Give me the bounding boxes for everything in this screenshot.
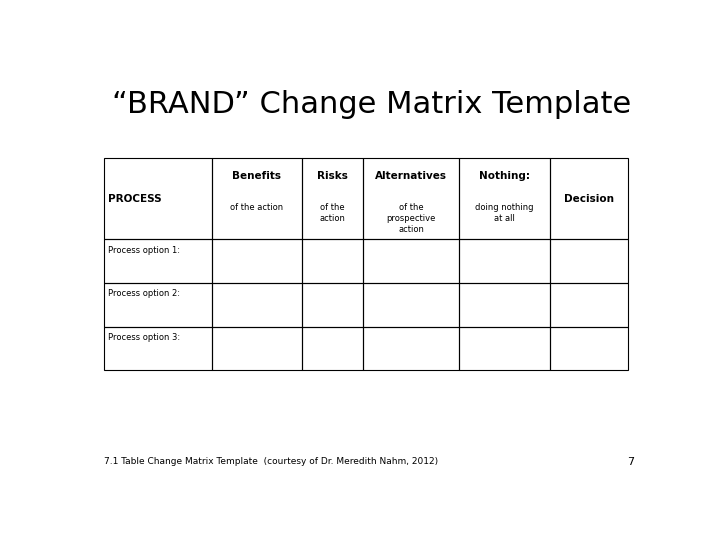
Text: of the action: of the action [230,203,284,212]
Bar [550,327,629,370]
Text: Process option 1:: Process option 1: [109,246,181,255]
Text: “BRAND” Change Matrix Template: “BRAND” Change Matrix Template [112,90,631,119]
Bar [212,239,302,283]
Bar [550,283,629,327]
Bar [550,158,629,239]
Text: Process option 3:: Process option 3: [109,333,181,342]
Bar [459,283,550,327]
Text: Risks: Risks [318,171,348,181]
Text: Alternatives: Alternatives [375,171,447,181]
Bar [364,239,459,283]
Bar [459,158,550,239]
Bar [459,327,550,370]
Bar [364,327,459,370]
Text: doing nothing
at all: doing nothing at all [475,203,534,223]
Bar [302,158,364,239]
Bar [104,158,212,239]
Text: Nothing:: Nothing: [479,171,530,181]
Bar [302,239,364,283]
Bar [550,239,629,283]
Text: Decision: Decision [564,194,614,204]
Text: 7: 7 [627,457,634,467]
Bar [104,239,212,283]
Bar [212,283,302,327]
Bar [104,283,212,327]
Bar [302,283,364,327]
Text: of the
prospective
action: of the prospective action [387,203,436,234]
Text: of the
action: of the action [320,203,346,223]
Bar [212,327,302,370]
Text: 7.1 Table Change Matrix Template  (courtesy of Dr. Meredith Nahm, 2012): 7.1 Table Change Matrix Template (courte… [104,457,438,467]
Bar [212,158,302,239]
Bar [364,158,459,239]
Bar [302,327,364,370]
Bar [364,283,459,327]
Bar [459,239,550,283]
Bar [104,327,212,370]
Text: Benefits: Benefits [233,171,282,181]
Text: Process option 2:: Process option 2: [109,289,181,298]
Text: PROCESS: PROCESS [109,194,162,204]
